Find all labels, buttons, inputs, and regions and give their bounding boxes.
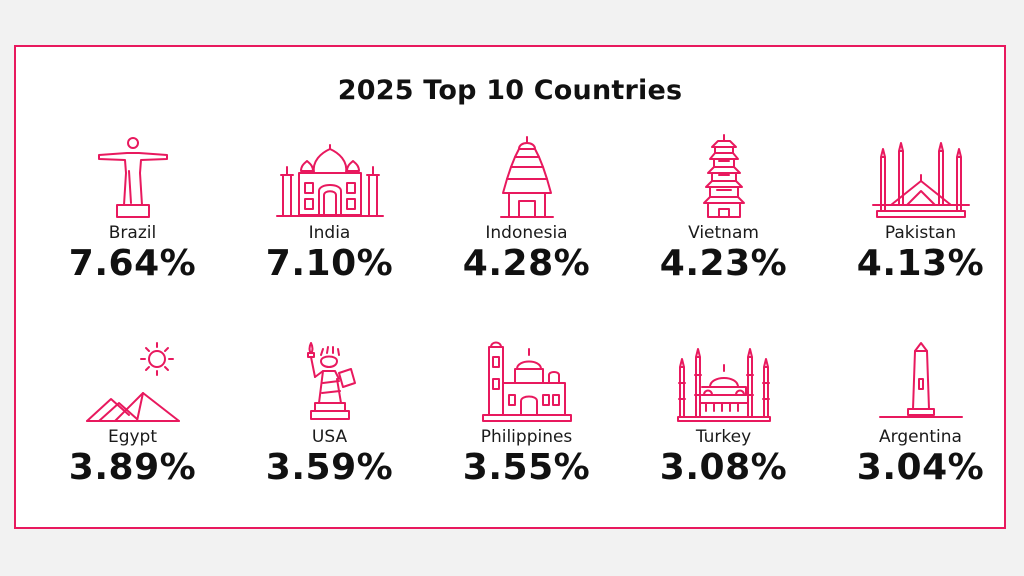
country-percent: 7.10% <box>265 243 394 284</box>
country-name: India <box>308 223 351 243</box>
cathedral-icon <box>472 335 582 423</box>
country-percent: 7.64% <box>68 243 197 284</box>
country-name: Philippines <box>480 427 573 447</box>
country-percent: 3.55% <box>462 447 591 488</box>
blue-mosque-icon <box>669 335 779 423</box>
country-tile-argentina: Argentina 3.04% <box>822 335 1019 539</box>
country-name: Vietnam <box>688 223 759 243</box>
country-tile-vietnam: Vietnam 4.23% <box>625 131 822 335</box>
country-tile-turkey: Turkey 3.08% <box>625 335 822 539</box>
pagoda-icon <box>669 131 779 219</box>
christ-the-redeemer-icon <box>78 131 188 219</box>
country-name: Turkey <box>695 427 752 447</box>
country-tile-india: India 7.10% <box>231 131 428 335</box>
country-name: Brazil <box>108 223 157 243</box>
faisal-mosque-icon <box>866 131 976 219</box>
country-name: Indonesia <box>485 223 568 243</box>
obelisk-icon <box>866 335 976 423</box>
card-title: 2025 Top 10 Countries <box>337 75 683 106</box>
country-tile-pakistan: Pakistan 4.13% <box>822 131 1019 335</box>
country-name: Pakistan <box>884 223 957 243</box>
countries-card: 2025 Top 10 Countries Brazil 7.64% <box>14 45 1006 529</box>
country-tile-brazil: Brazil 7.64% <box>34 131 231 335</box>
country-percent: 4.13% <box>856 243 985 284</box>
pyramids-icon <box>78 335 188 423</box>
country-percent: 3.04% <box>856 447 985 488</box>
country-percent: 3.89% <box>68 447 197 488</box>
country-percent: 4.28% <box>462 243 591 284</box>
statue-of-liberty-icon <box>275 335 385 423</box>
country-name: USA <box>311 427 348 447</box>
balinese-temple-icon <box>472 131 582 219</box>
country-percent: 4.23% <box>659 243 788 284</box>
country-tile-egypt: Egypt 3.89% <box>34 335 231 539</box>
country-percent: 3.59% <box>265 447 394 488</box>
taj-mahal-icon <box>275 131 385 219</box>
country-tile-indonesia: Indonesia 4.28% <box>428 131 625 335</box>
country-name: Argentina <box>879 427 962 447</box>
country-percent: 3.08% <box>659 447 788 488</box>
country-tile-philippines: Philippines 3.55% <box>428 335 625 539</box>
country-tile-usa: USA 3.59% <box>231 335 428 539</box>
country-name: Egypt <box>107 427 158 447</box>
countries-grid: Brazil 7.64% <box>34 131 1024 539</box>
